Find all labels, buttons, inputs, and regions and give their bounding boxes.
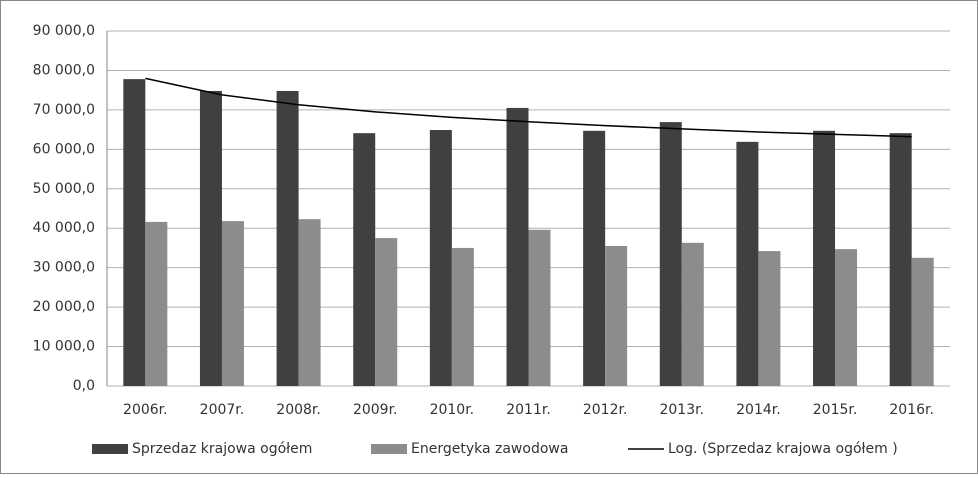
bar <box>758 251 781 386</box>
legend-label: Log. (Sprzedaz krajowa ogółem ) <box>668 441 898 457</box>
bar <box>659 122 682 386</box>
x-tick-label: 2014r. <box>736 402 781 418</box>
bar <box>429 130 452 386</box>
y-tick-label: 10 000,0 <box>33 339 95 355</box>
bar <box>375 238 398 386</box>
bar <box>199 90 222 386</box>
x-tick-label: 2011r. <box>506 402 551 418</box>
y-tick-label: 80 000,0 <box>33 62 95 78</box>
bar <box>506 107 529 387</box>
trend-line <box>145 77 912 138</box>
bar <box>835 249 858 386</box>
x-tick-label: 2006r. <box>123 402 168 418</box>
bar <box>123 79 146 386</box>
bar <box>911 257 934 386</box>
y-tick-label: 0,0 <box>73 378 95 394</box>
x-tick-label: 2007r. <box>200 402 245 418</box>
x-tick-label: 2015r. <box>813 402 858 418</box>
y-tick-label: 50 000,0 <box>33 181 95 197</box>
bar <box>145 221 168 386</box>
bar <box>681 242 704 386</box>
x-tick-label: 2016r. <box>889 402 934 418</box>
bar <box>276 90 299 386</box>
y-tick-label: 20 000,0 <box>33 299 95 315</box>
bar <box>298 219 321 386</box>
x-tick-label: 2009r. <box>353 402 398 418</box>
y-tick-label: 30 000,0 <box>33 260 95 276</box>
y-tick-label: 70 000,0 <box>33 102 95 118</box>
bar <box>583 130 606 386</box>
bar <box>813 130 836 386</box>
y-tick-label: 90 000,0 <box>33 23 95 39</box>
y-tick-label: 60 000,0 <box>33 141 95 157</box>
y-tick-label: 40 000,0 <box>33 220 95 236</box>
bar <box>605 245 628 386</box>
x-tick-label: 2008r. <box>276 402 321 418</box>
x-tick-label: 2013r. <box>659 402 704 418</box>
legend-label: Energetyka zawodowa <box>411 441 568 457</box>
x-tick-label: 2010r. <box>430 402 475 418</box>
legend-label: Sprzedaz krajowa ogółem <box>132 441 312 457</box>
bar <box>736 141 759 386</box>
x-tick-label: 2012r. <box>583 402 628 418</box>
bar <box>889 133 912 386</box>
bar <box>353 133 376 386</box>
bar <box>221 221 244 386</box>
bar <box>528 229 551 386</box>
bar <box>451 247 474 386</box>
legend-swatch <box>371 444 407 454</box>
legend-swatch <box>92 444 128 454</box>
